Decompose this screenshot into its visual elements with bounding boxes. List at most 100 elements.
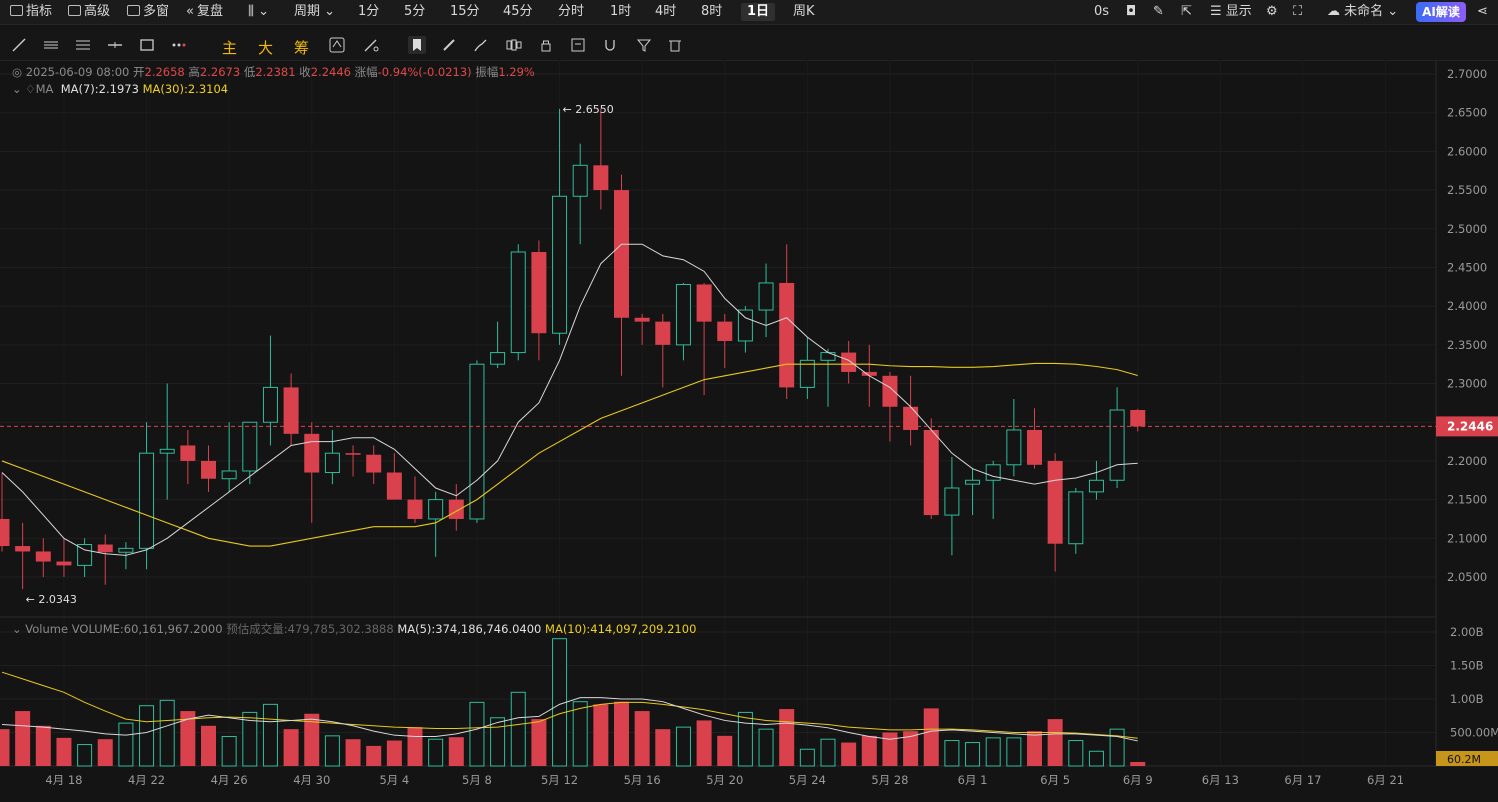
price-tick-label: 2.7000 xyxy=(1447,67,1487,81)
interval-timeshare[interactable]: 分时 xyxy=(558,4,585,19)
candle-body-down xyxy=(882,375,898,407)
candle-body-up xyxy=(1006,429,1022,466)
volume-bar-down xyxy=(882,732,898,766)
candle-body-up xyxy=(221,470,237,480)
current-price-value: 2.2446 xyxy=(1447,419,1493,433)
time-tick-label: 5月 12 xyxy=(541,773,578,787)
volume-bar-down xyxy=(35,725,51,766)
volume-bar-up xyxy=(490,717,506,767)
candle-body-up xyxy=(77,543,93,566)
candle-body-up xyxy=(242,421,258,472)
candlestick-chart[interactable]: 2.7000 2.6500 2.6000 2.5500 2.5000 2.4500 2.40… xyxy=(0,60,1498,798)
volume-bar-up xyxy=(159,699,175,767)
bell-icon[interactable]: ♢ xyxy=(25,82,36,96)
bookmark-icon[interactable] xyxy=(408,36,426,54)
ruler-icon[interactable] xyxy=(440,36,458,54)
interval-45m[interactable]: 45分 xyxy=(503,4,533,19)
time-tick-label: 6月 13 xyxy=(1202,773,1239,787)
volume-bar-down xyxy=(593,704,609,766)
rectangle-icon[interactable] xyxy=(138,36,156,54)
ma30-line xyxy=(1,362,1138,547)
candle-body-down xyxy=(923,429,939,516)
magnet-snap-icon[interactable] xyxy=(601,36,619,54)
lock-icon[interactable] xyxy=(537,36,555,54)
candle-body-up xyxy=(552,195,568,334)
time-tick-label: 5月 4 xyxy=(379,773,409,787)
time-tick-label: 6月 5 xyxy=(1040,773,1070,787)
volume-tick-label: 1.00B xyxy=(1450,692,1484,706)
period-dropdown[interactable]: 周期 ⌄ xyxy=(294,4,336,19)
camera-icon[interactable]: ◘ xyxy=(1126,4,1137,19)
candle-body-up xyxy=(510,251,526,354)
volume-bar-down xyxy=(201,725,216,766)
ai-interpret-button[interactable]: AI解读 xyxy=(1416,2,1466,22)
candle-body-up xyxy=(1088,479,1104,493)
time-tick-label: 4月 26 xyxy=(211,773,248,787)
chips-toggle[interactable]: 筹 xyxy=(294,39,310,57)
share-icon[interactable]: ⋖ xyxy=(1477,4,1488,19)
indicators-button[interactable]: 指标 xyxy=(10,3,52,21)
parallel-channel-icon[interactable] xyxy=(42,36,60,54)
fullscreen-icon[interactable]: ⛶ xyxy=(1293,4,1303,19)
candle-body-down xyxy=(1130,410,1146,427)
candle-body-up xyxy=(1109,409,1125,481)
chart-type-button[interactable]: ⫼ ⌄ xyxy=(248,3,269,21)
collapse-icon[interactable]: ⌄ xyxy=(12,622,26,636)
trash-icon[interactable] xyxy=(666,36,684,54)
brush-icon[interactable] xyxy=(472,36,490,54)
interval-5m[interactable]: 5分 xyxy=(404,4,426,19)
current-price-tag xyxy=(1436,416,1498,437)
advanced-button[interactable]: 高级 xyxy=(68,3,110,21)
interval-4h[interactable]: 4时 xyxy=(655,4,677,19)
volume-legend[interactable]: ⌄ Volume VOLUME:60,161,967.2000 预估成交量:47… xyxy=(12,622,697,636)
interval-1h[interactable]: 1时 xyxy=(610,4,632,19)
volume-bar-up xyxy=(737,711,753,767)
volume-bar-up xyxy=(262,703,278,767)
chart-area[interactable]: 2.7000 2.6500 2.6000 2.5500 2.5000 2.4500 2.40… xyxy=(0,60,1498,798)
interval-8h[interactable]: 8时 xyxy=(701,4,723,19)
interval-1w[interactable]: 周K xyxy=(793,4,815,19)
filter-icon[interactable] xyxy=(635,36,653,54)
interval-15m[interactable]: 15分 xyxy=(450,4,480,19)
display-button[interactable]: ☰ 显示 xyxy=(1210,4,1252,19)
candle-body-down xyxy=(1047,460,1063,544)
settings-gear-icon[interactable]: ⚙ xyxy=(1266,4,1278,19)
volume-bar-down xyxy=(180,711,196,766)
horizontal-line-icon[interactable] xyxy=(106,36,124,54)
interval-1d[interactable]: 1日 xyxy=(741,3,776,21)
interval-1m[interactable]: 1分 xyxy=(358,4,380,19)
volume-bar-up xyxy=(77,744,93,767)
candle-body-down xyxy=(861,371,877,376)
volume-bar-down xyxy=(283,729,299,766)
volume-current-value: 60.2M xyxy=(1447,753,1481,766)
magnet-icon[interactable] xyxy=(362,36,380,54)
pattern-icon[interactable] xyxy=(505,36,523,54)
volume-bar-down xyxy=(861,735,877,766)
candle-body-up xyxy=(118,547,134,553)
candle-body-up xyxy=(965,479,981,485)
volume-bar-up xyxy=(118,722,134,767)
volume-bar-down xyxy=(56,737,72,766)
price-tick-label: 2.6500 xyxy=(1447,106,1487,120)
trend-line-icon[interactable] xyxy=(10,36,28,54)
export-icon[interactable]: ⇱ xyxy=(1181,4,1192,19)
big-order-toggle[interactable]: 大 xyxy=(258,39,274,57)
main-chart-toggle[interactable]: 主 xyxy=(222,39,238,57)
price-tick-label: 2.3000 xyxy=(1447,377,1487,391)
candle-body-down xyxy=(1027,429,1042,465)
cycle-icon[interactable] xyxy=(328,36,346,54)
candle-body-down xyxy=(407,499,423,519)
price-tick-label: 2.4000 xyxy=(1447,299,1487,313)
layout-name-dropdown[interactable]: ☁ 未命名 ⌄ xyxy=(1327,4,1399,19)
pencil-icon[interactable]: ✎ xyxy=(1153,4,1164,19)
fib-lines-icon[interactable] xyxy=(74,36,92,54)
ma-legend[interactable]: ⌄ ♢MA MA(7):2.1973 MA(30):2.3104 xyxy=(12,82,229,96)
time-tick-label: 5月 8 xyxy=(462,773,492,787)
note-icon[interactable] xyxy=(569,36,587,54)
more-tools-icon[interactable] xyxy=(170,36,188,54)
collapse-icon[interactable]: ⌄ xyxy=(12,82,26,96)
multi-window-button[interactable]: 多窗 xyxy=(127,3,169,21)
replay-button[interactable]: «复盘 xyxy=(186,4,223,19)
volume-bar-up xyxy=(324,735,340,767)
price-tick-label: 2.4500 xyxy=(1447,260,1487,274)
